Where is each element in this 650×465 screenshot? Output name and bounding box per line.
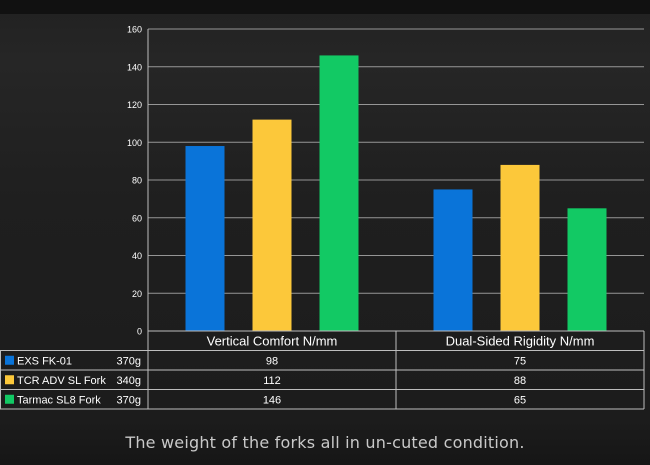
y-tick-label: 100 — [127, 138, 142, 148]
legend-key — [5, 375, 14, 385]
y-tick-label: 160 — [127, 25, 142, 35]
legend-key — [5, 355, 14, 365]
series-weight: 370g — [117, 355, 141, 367]
bar — [567, 208, 607, 331]
y-tick-label: 0 — [137, 327, 142, 337]
series-name: EXS FK-01 — [17, 355, 72, 367]
bar — [319, 55, 359, 332]
category-label: Vertical Comfort N/mm — [207, 334, 338, 349]
y-tick-label: 40 — [132, 251, 142, 261]
y-tick-label: 60 — [132, 213, 142, 223]
y-tick-label: 120 — [127, 100, 142, 110]
bar — [433, 189, 473, 331]
category-label: Dual-Sided Rigidity N/mm — [446, 334, 595, 349]
series-name: TCR ADV SL Fork — [17, 375, 106, 387]
bar — [500, 164, 540, 331]
y-tick-label: 140 — [127, 62, 142, 72]
data-value: 146 — [263, 394, 281, 406]
series-name: Tarmac SL8 Fork — [17, 394, 101, 406]
data-value: 75 — [514, 355, 526, 367]
bar — [185, 146, 225, 331]
y-tick-label: 80 — [132, 176, 142, 186]
data-value: 112 — [263, 375, 281, 387]
legend-key — [5, 394, 14, 404]
data-value: 88 — [514, 375, 526, 387]
series-weight: 340g — [117, 375, 141, 387]
chart-caption: The weight of the forks all in un-cuted … — [125, 433, 525, 452]
data-value: 65 — [514, 394, 526, 406]
y-tick-label: 20 — [132, 289, 142, 299]
series-weight: 370g — [117, 394, 141, 406]
bar — [252, 119, 292, 331]
top-band — [0, 0, 650, 14]
data-value: 98 — [266, 355, 278, 367]
